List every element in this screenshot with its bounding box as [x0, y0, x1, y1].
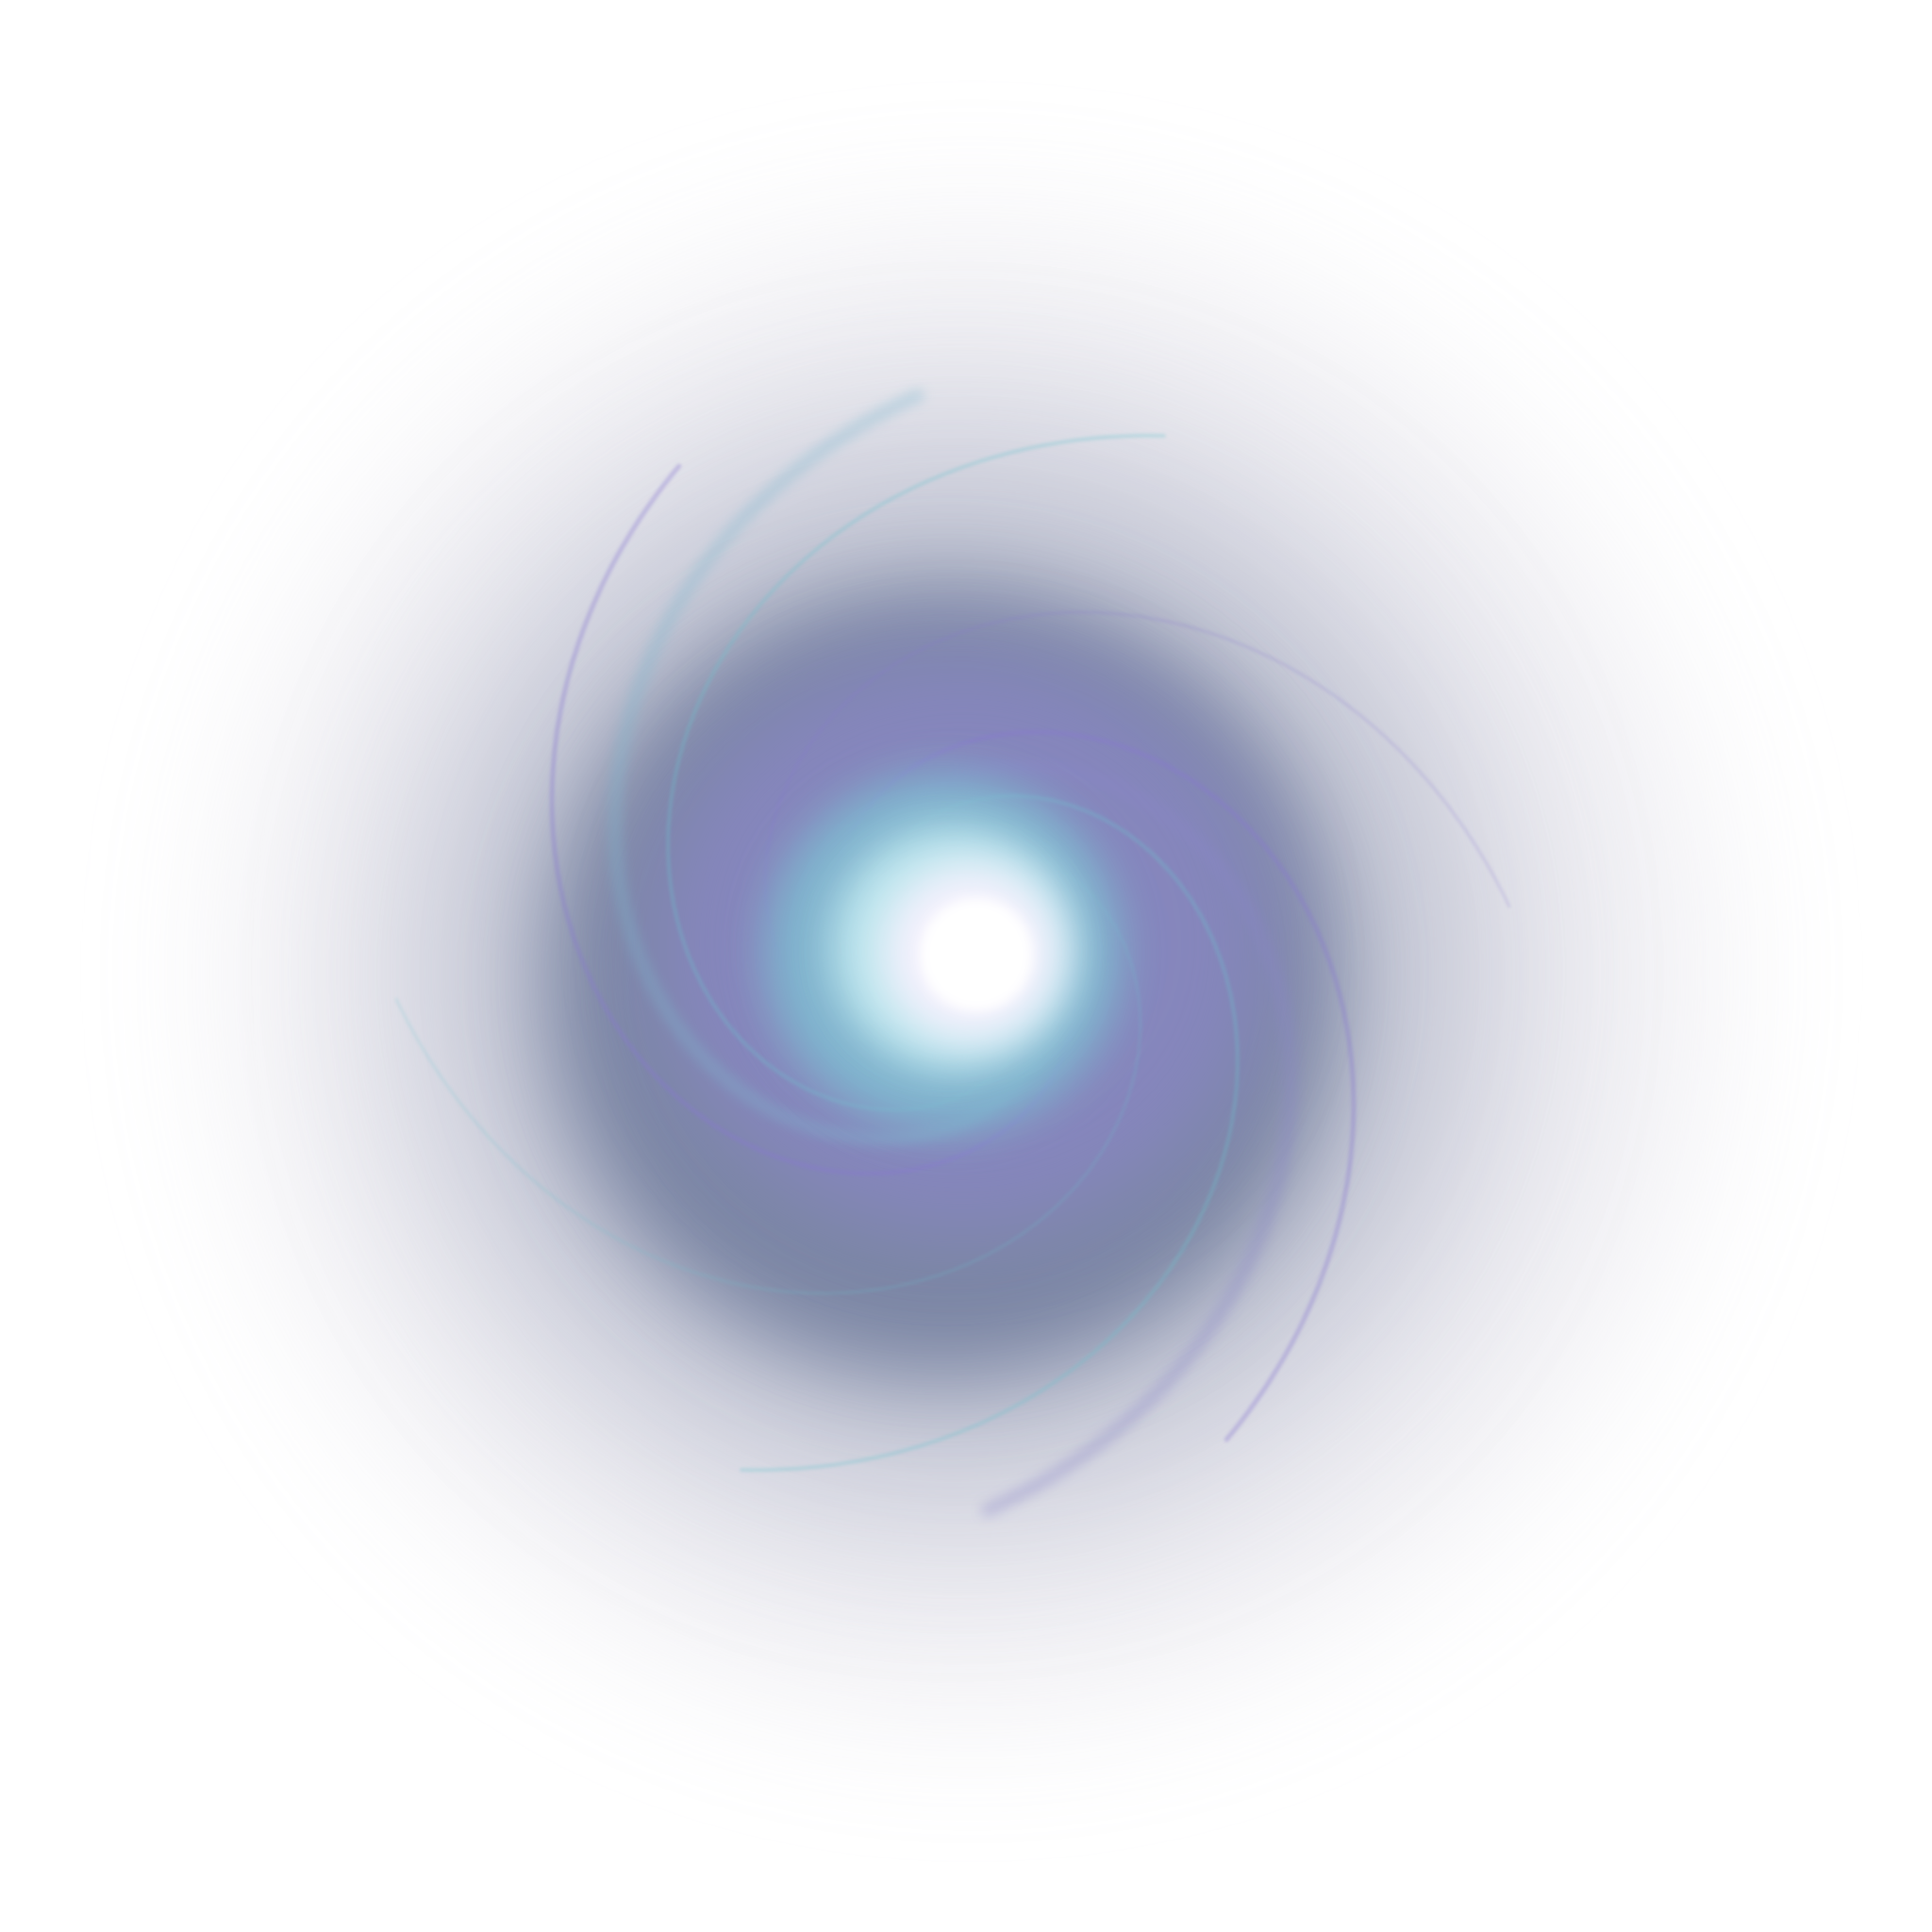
swirl-core — [764, 774, 1123, 1132]
